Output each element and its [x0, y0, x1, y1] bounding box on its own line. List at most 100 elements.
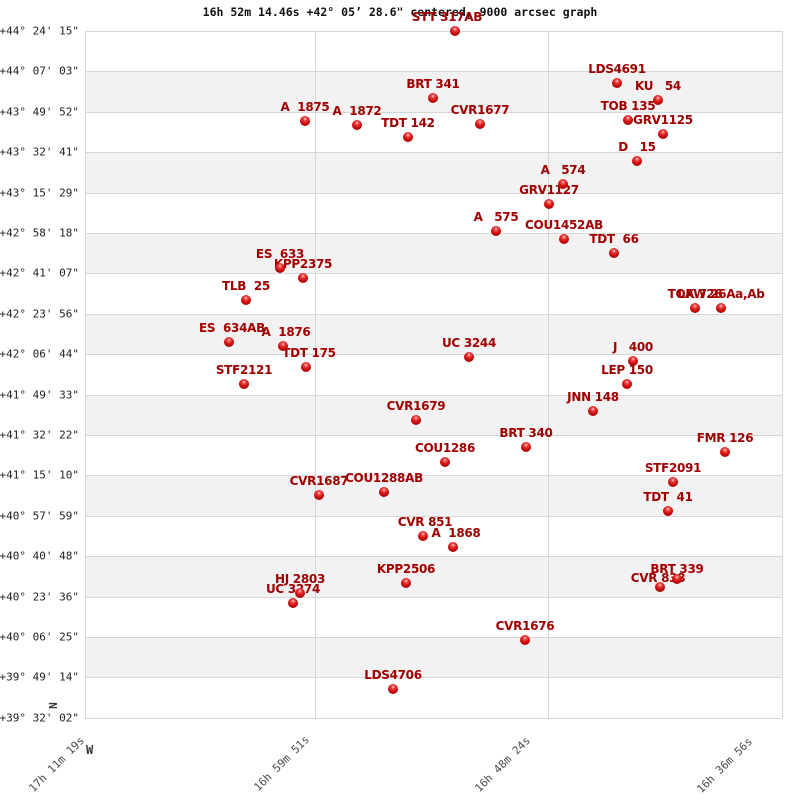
gridline-h [85, 193, 782, 194]
star-point-grv1127[interactable] [544, 199, 554, 209]
star-point-cvr-838[interactable] [655, 582, 665, 592]
star-point-d-15[interactable] [632, 156, 642, 166]
x-axis-label: 16h 59m 51s [251, 733, 313, 794]
star-point-brt-341[interactable] [428, 93, 438, 103]
star-label-cvr-851: CVR 851 [397, 515, 453, 529]
gridline-h [85, 516, 782, 517]
star-point-a-1872[interactable] [352, 120, 362, 130]
y-axis-label: +44° 07' 03" [0, 64, 79, 78]
star-label-law-26aa-ab: LAW 26Aa,Ab [677, 287, 765, 301]
gridline-h [85, 395, 782, 396]
y-axis-label: +44° 24' 15" [0, 24, 79, 38]
star-label-hj-2803: HJ 2803 [275, 572, 325, 586]
star-point-brt-339[interactable] [672, 574, 682, 584]
star-point-brt-340[interactable] [521, 442, 531, 452]
x-axis-label: 17h 11m 19s [26, 734, 88, 795]
star-point-es-634ab[interactable] [224, 337, 234, 347]
star-point-grv1125[interactable] [658, 129, 668, 139]
chart-title: 16h 52m 14.46s +42° 05’ 28.6" centered, … [202, 5, 598, 19]
gridline-h [85, 354, 782, 355]
star-point-ku-54[interactable] [653, 95, 663, 105]
star-point-a-574[interactable] [558, 179, 568, 189]
star-label-a-575: A 575 [473, 210, 519, 224]
star-label-a-1868: A 1868 [431, 526, 481, 540]
star-label-tdt-175: TDT 175 [282, 346, 336, 360]
dec-band [85, 71, 782, 112]
star-point-cvr1687[interactable] [314, 490, 324, 500]
star-point-tob-135[interactable] [623, 115, 633, 125]
x-axis-label: 16h 48m 24s [472, 734, 534, 795]
gridline-h [85, 314, 782, 315]
star-point-es-633[interactable] [275, 263, 285, 273]
star-point-cou1286[interactable] [440, 457, 450, 467]
star-point-lds4706[interactable] [388, 684, 398, 694]
dec-band [85, 435, 782, 475]
gridline-h [85, 718, 782, 719]
dec-band [85, 677, 782, 718]
y-axis-label: +41° 49' 33" [0, 388, 79, 402]
star-label-kpp2506: KPP2506 [376, 562, 436, 576]
star-point-stt-317ab[interactable] [450, 26, 460, 36]
star-label-cvr1676: CVR1676 [495, 619, 555, 633]
star-point-cvr1677[interactable] [475, 119, 485, 129]
star-point-law-26aa-ab[interactable] [716, 303, 726, 313]
star-point-tdt-175[interactable] [301, 362, 311, 372]
dec-band [85, 273, 782, 314]
star-point-j-400[interactable] [628, 356, 638, 366]
star-point-tdt-142[interactable] [403, 132, 413, 142]
star-point-tdt-66[interactable] [609, 248, 619, 258]
dec-band [85, 395, 782, 435]
gridline-h [85, 112, 782, 113]
star-point-a-1876[interactable] [278, 341, 288, 351]
star-point-cvr-851[interactable] [418, 531, 428, 541]
compass-north-label: N [45, 702, 59, 709]
gridline-h [85, 71, 782, 72]
dec-band [85, 152, 782, 193]
star-point-a-1875[interactable] [300, 116, 310, 126]
y-axis-label: +42° 58' 18" [0, 226, 79, 240]
star-point-kpp2506[interactable] [401, 578, 411, 588]
star-point-lds4691[interactable] [612, 78, 622, 88]
y-axis-label: +42° 06' 44" [0, 347, 79, 361]
gridline-h [85, 31, 782, 32]
star-label-lds4706: LDS4706 [364, 668, 422, 682]
y-axis-label: +42° 23' 56" [0, 307, 79, 321]
star-point-tok-726[interactable] [690, 303, 700, 313]
star-point-fmr-126[interactable] [720, 447, 730, 457]
y-axis-label: +39° 32' 02" [0, 711, 79, 725]
star-point-cvr1679[interactable] [411, 415, 421, 425]
gridline-v [548, 31, 549, 718]
gridline-h [85, 556, 782, 557]
star-point-tlb-25[interactable] [241, 295, 251, 305]
star-point-uc-3274[interactable] [288, 598, 298, 608]
y-axis-label: +43° 15' 29" [0, 186, 79, 200]
star-label-es-634ab: ES 634AB [199, 321, 265, 335]
star-point-a-1868[interactable] [448, 542, 458, 552]
gridline-h [85, 597, 782, 598]
star-point-tdt-41[interactable] [663, 506, 673, 516]
gridline-v [85, 31, 86, 718]
star-label-a-574: A 574 [540, 163, 586, 177]
star-point-stf2091[interactable] [668, 477, 678, 487]
star-label-cou1288ab: COU1288AB [345, 471, 423, 485]
star-point-a-575[interactable] [491, 226, 501, 236]
star-point-stf2121[interactable] [239, 379, 249, 389]
dec-band [85, 193, 782, 233]
y-axis-label: +43° 32' 41" [0, 145, 79, 159]
star-point-lep-150[interactable] [622, 379, 632, 389]
star-label-a-1872: A 1872 [332, 104, 382, 118]
star-label-stf2121: STF2121 [215, 363, 273, 377]
gridline-h [85, 637, 782, 638]
star-point-cou1452ab[interactable] [559, 234, 569, 244]
star-point-cou1288ab[interactable] [379, 487, 389, 497]
y-axis-label: +43° 49' 52" [0, 105, 79, 119]
gridline-h [85, 273, 782, 274]
star-point-kpp2375[interactable] [298, 273, 308, 283]
star-point-cvr1676[interactable] [520, 635, 530, 645]
x-axis-label: 16h 36m 56s [694, 735, 756, 796]
gridline-h [85, 435, 782, 436]
star-point-hj-2803[interactable] [295, 588, 305, 598]
star-point-jnn-148[interactable] [588, 406, 598, 416]
star-point-uc-3244[interactable] [464, 352, 474, 362]
